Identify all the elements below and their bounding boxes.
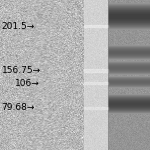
- Bar: [84, 25, 108, 27]
- Bar: [84, 69, 108, 72]
- Text: 156.75→: 156.75→: [2, 66, 41, 75]
- Text: 201.5→: 201.5→: [2, 22, 35, 31]
- Text: 106→: 106→: [15, 79, 40, 88]
- Bar: [84, 107, 108, 109]
- Bar: [84, 82, 108, 84]
- Text: 79.68→: 79.68→: [2, 103, 35, 112]
